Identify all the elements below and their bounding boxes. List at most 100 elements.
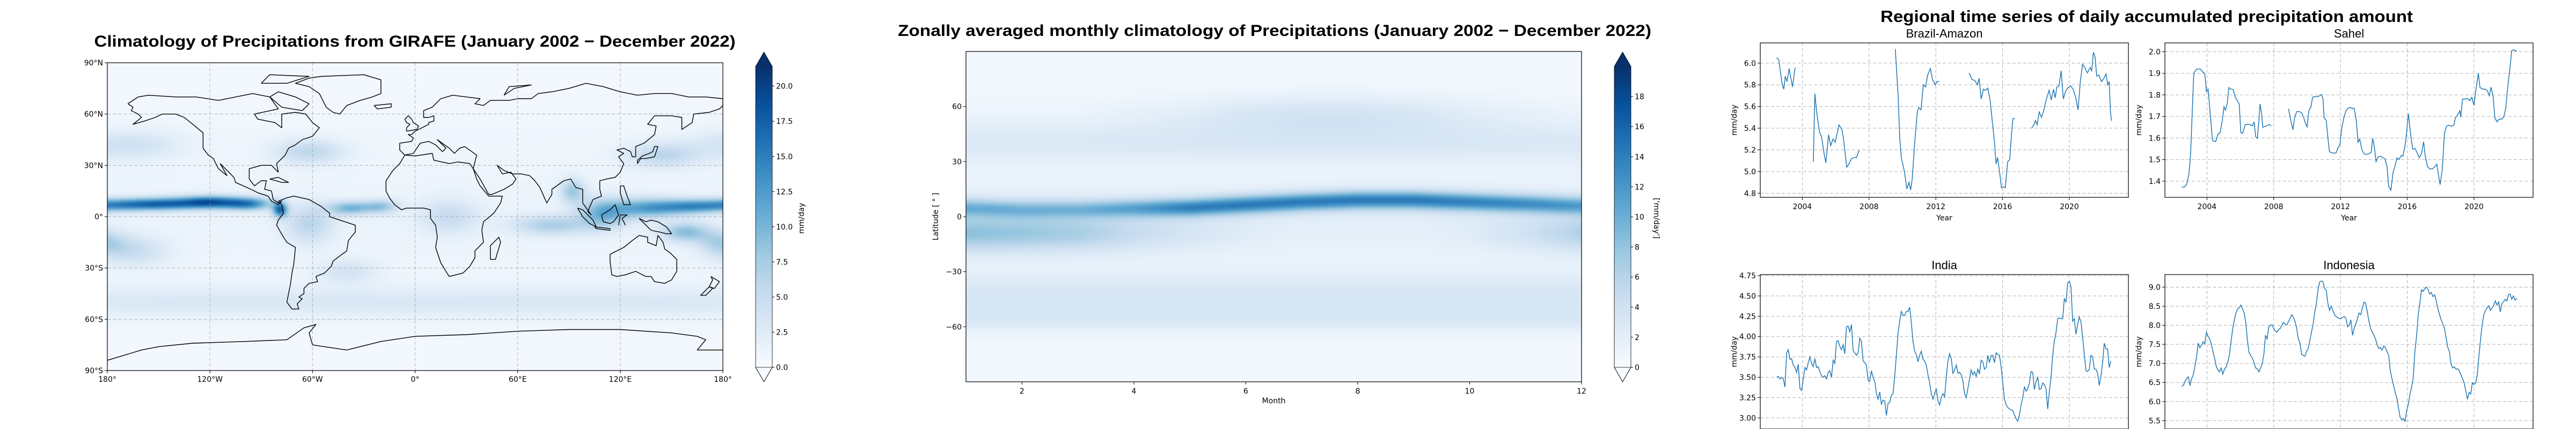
- ytick-label: 1.4: [2149, 177, 2161, 186]
- coastline-britain: [404, 115, 419, 132]
- ytick-label: 4.8: [1744, 189, 1756, 198]
- series-line-segment: [1776, 57, 1796, 90]
- map-title: Climatology of Precipitations from GIRAF…: [94, 33, 736, 50]
- map-ytick-label: 60°S: [85, 315, 103, 324]
- panel-india: India 3.00 3.25 3.50 3.75 4.00 4.25 4.50 4.75 mm/…: [1730, 258, 2129, 429]
- zonal-colorbar-tick-label: 14: [1635, 153, 1644, 161]
- ytick-label: 9.0: [2149, 283, 2161, 292]
- map-colorbar-tick-label: 15.0: [776, 153, 793, 161]
- zonal-colorbar-label: ['mm/day']: [1652, 198, 1660, 239]
- map-xtick-label: 0°: [411, 375, 420, 384]
- panel-frame: [1760, 42, 2129, 198]
- coastline-north-america: [127, 93, 320, 205]
- map-colorbar-tick-label: 12.5: [776, 188, 793, 196]
- coastline-australia: [610, 235, 677, 284]
- map-ytick-label: 30°N: [84, 161, 103, 170]
- coastline-sumatra: [577, 208, 597, 227]
- ytick-label: 3.75: [1739, 353, 1756, 362]
- map-colorbar-tick-label: 17.5: [776, 117, 793, 126]
- ytick-label: 4.75: [1739, 272, 1756, 280]
- map-colorbar-tick-label: 5.0: [776, 293, 788, 302]
- panel-sahel: Sahel 1.4 1.5 1.6 1.7 1.8 1.9 2.0 2004 2008 2012 20…: [2135, 27, 2534, 223]
- map-xtick-label: 120°E: [609, 375, 632, 384]
- map-colorbar-tick-label: 20.0: [776, 83, 793, 91]
- ytick-label: 6.0: [2149, 398, 2161, 406]
- zonal-monthly-heatmap: [966, 51, 1582, 382]
- ytick-label: 7.5: [2149, 341, 2161, 349]
- zonal-axes: 2 4 6 8 10 12 60 30 0 −30 −60 Month Latitude [ ° ] 0 2…: [932, 51, 1660, 405]
- xtick-label: 2004: [2198, 203, 2217, 211]
- ytick-label: 1.9: [2149, 70, 2161, 78]
- coastline-eurasia: [399, 83, 723, 216]
- ytick-label: 2.0: [2149, 48, 2161, 56]
- ytick-label: 4.50: [1739, 292, 1756, 301]
- panel-brazil-amazon: Brazil-Amazon 4.8 5.0 5.2 5.4 5.6 5.8 6.0 2004 20…: [1730, 27, 2129, 223]
- map-colorbar-gradient: [756, 66, 772, 367]
- xtick-label: 2008: [2264, 203, 2284, 211]
- zonal-xtick-label: 4: [1131, 387, 1136, 396]
- map-xtick-label: 120°W: [197, 375, 223, 384]
- xtick-label: 2016: [2398, 203, 2417, 211]
- xlabel: Year: [1936, 214, 1952, 223]
- zonal-ytick-label: 30: [952, 158, 962, 166]
- xtick-label: 2016: [1993, 203, 2012, 211]
- map-colorbar-tick-label: 0.0: [776, 364, 788, 372]
- zonal-ytick-label: −60: [946, 323, 962, 331]
- ytick-label: 8.0: [2149, 322, 2161, 330]
- coastline-novaya-zemlya: [503, 84, 532, 96]
- panel-title: Indonesia: [2323, 258, 2375, 272]
- xtick-label: 2012: [2331, 203, 2350, 211]
- zonal-xtick-label: 10: [1465, 387, 1475, 396]
- ytick-label: 8.5: [2149, 302, 2161, 311]
- ytick-label: 6.5: [2149, 379, 2161, 387]
- series-line-segment: [2181, 280, 2518, 423]
- ylabel: mm/day: [1730, 105, 1739, 136]
- series-line-segment: [1894, 49, 1940, 190]
- coastline-new-guinea: [639, 218, 672, 234]
- coastline-antarctica: [107, 324, 723, 361]
- zonal-frame: [965, 51, 1582, 382]
- coastline-ellesmere: [261, 74, 310, 84]
- coastline-baffin: [269, 91, 310, 111]
- map-xtick-label: 180°: [714, 375, 732, 384]
- zonal-colorbar-min-extend: [1614, 367, 1631, 382]
- ytick-label: 5.2: [1744, 146, 1756, 154]
- zonal-ytick-label: 0: [957, 213, 962, 221]
- map-colorbar-max-extend: [756, 52, 772, 66]
- zonal-title: Zonally averaged monthly climatology of …: [898, 22, 1651, 40]
- coastline-new-zealand-south: [700, 286, 713, 296]
- ytick-label: 5.5: [2149, 417, 2161, 425]
- coastlines: [107, 74, 723, 361]
- zonal-colorbar-gradient: [1614, 66, 1631, 367]
- zonal-colorbar-tick-label: 16: [1635, 123, 1644, 131]
- xtick-label: 2020: [2060, 203, 2079, 211]
- map-xtick-label: 180°: [98, 375, 116, 384]
- map-ytick-label: 90°N: [84, 59, 103, 68]
- ytick-label: 6.0: [1744, 60, 1756, 68]
- ytick-label: 4.00: [1739, 333, 1756, 342]
- zonal-xtick-label: 2: [1020, 387, 1024, 396]
- map-ytick-label: 90°S: [85, 367, 103, 375]
- zonal-ytick-label: 60: [952, 103, 962, 112]
- series-line-segment: [2182, 68, 2272, 188]
- ytick-label: 5.0: [1744, 168, 1756, 176]
- zonal-colorbar-tick-label: 8: [1635, 243, 1640, 252]
- panel-title: India: [1931, 258, 1957, 272]
- map-colorbar-tick-label: 10.0: [776, 223, 793, 232]
- zonal-colorbar-tick-label: 4: [1635, 304, 1640, 312]
- map-ytick-label: 60°N: [84, 110, 103, 119]
- coastline-africa: [385, 153, 503, 277]
- zonal-ylabel: Latitude [ ° ]: [932, 193, 940, 241]
- zonal-colorbar-tick-label: 10: [1635, 213, 1644, 222]
- zonal-xtick-label: 6: [1243, 387, 1248, 396]
- zonal-colorbar-tick-label: 6: [1635, 273, 1640, 282]
- ytick-label: 5.4: [1744, 124, 1756, 133]
- zonal-colorbar-tick-label: 18: [1635, 93, 1644, 101]
- panel-indonesia: Indonesia 5.5 6.0 6.5 7.0 7.5 8.0 8.5 9.0 mm/day: [2135, 258, 2534, 429]
- timeseries-title: Regional time series of daily accumulate…: [1880, 7, 2413, 26]
- coastline-sulawesi: [618, 214, 628, 226]
- ylabel: mm/day: [2135, 336, 2143, 367]
- zonal-colorbar-tick-label: 2: [1635, 334, 1640, 342]
- map-xtick-label: 60°W: [302, 375, 323, 384]
- series-line-segment: [1813, 93, 1860, 168]
